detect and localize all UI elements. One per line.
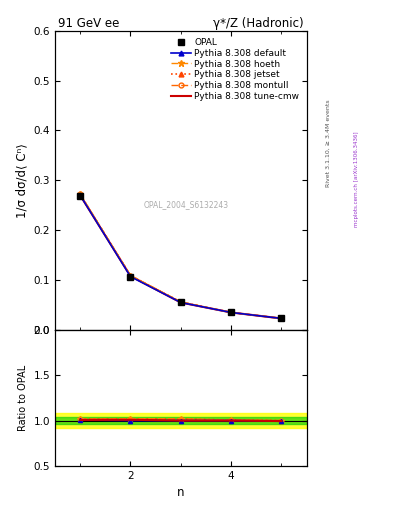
Text: γ*/Z (Hadronic): γ*/Z (Hadronic) xyxy=(213,16,304,30)
Pythia 8.308 default xyxy=(178,300,183,306)
Pythia 8.308 montull xyxy=(229,309,233,315)
Pythia 8.308 jetset xyxy=(229,309,233,315)
Text: Rivet 3.1.10, ≥ 3.4M events: Rivet 3.1.10, ≥ 3.4M events xyxy=(326,99,331,187)
Bar xyxy=(55,413,307,428)
Line: Pythia 8.308 default: Pythia 8.308 default xyxy=(78,193,284,321)
Text: mcplots.cern.ch [arXiv:1306.3436]: mcplots.cern.ch [arXiv:1306.3436] xyxy=(354,132,359,227)
Pythia 8.308 tune-cmw xyxy=(229,309,233,315)
Pythia 8.308 tune-cmw xyxy=(279,315,284,322)
Pythia 8.308 jetset xyxy=(78,191,83,197)
Pythia 8.308 hoeth xyxy=(78,191,83,197)
Pythia 8.308 hoeth xyxy=(279,315,284,322)
Text: 91 GeV ee: 91 GeV ee xyxy=(57,16,119,30)
Pythia 8.308 hoeth xyxy=(128,272,133,279)
Pythia 8.308 default xyxy=(279,315,284,322)
Pythia 8.308 tune-cmw xyxy=(178,300,183,306)
Line: Pythia 8.308 hoeth: Pythia 8.308 hoeth xyxy=(77,191,285,322)
Pythia 8.308 tune-cmw xyxy=(78,192,83,198)
Line: Pythia 8.308 jetset: Pythia 8.308 jetset xyxy=(78,192,284,321)
Pythia 8.308 jetset xyxy=(128,272,133,279)
Legend: OPAL, Pythia 8.308 default, Pythia 8.308 hoeth, Pythia 8.308 jetset, Pythia 8.30: OPAL, Pythia 8.308 default, Pythia 8.308… xyxy=(168,35,302,103)
X-axis label: n: n xyxy=(177,486,185,499)
Pythia 8.308 default xyxy=(229,309,233,315)
Pythia 8.308 hoeth xyxy=(178,299,183,305)
Pythia 8.308 montull xyxy=(178,299,183,305)
Text: OPAL_2004_S6132243: OPAL_2004_S6132243 xyxy=(143,200,228,209)
Pythia 8.308 montull xyxy=(279,315,284,322)
Pythia 8.308 jetset xyxy=(178,299,183,305)
Pythia 8.308 jetset xyxy=(279,315,284,322)
Line: Pythia 8.308 montull: Pythia 8.308 montull xyxy=(78,192,284,321)
Pythia 8.308 tune-cmw xyxy=(128,273,133,279)
Y-axis label: Ratio to OPAL: Ratio to OPAL xyxy=(18,365,28,431)
Line: Pythia 8.308 tune-cmw: Pythia 8.308 tune-cmw xyxy=(80,195,281,318)
Y-axis label: 1/σ dσ/d⟨ Cⁿ⟩: 1/σ dσ/d⟨ Cⁿ⟩ xyxy=(15,143,28,218)
Pythia 8.308 default xyxy=(128,273,133,280)
Pythia 8.308 hoeth xyxy=(229,309,233,315)
Pythia 8.308 montull xyxy=(78,191,83,197)
Bar xyxy=(55,417,307,424)
Pythia 8.308 default xyxy=(78,192,83,198)
Pythia 8.308 montull xyxy=(128,272,133,279)
